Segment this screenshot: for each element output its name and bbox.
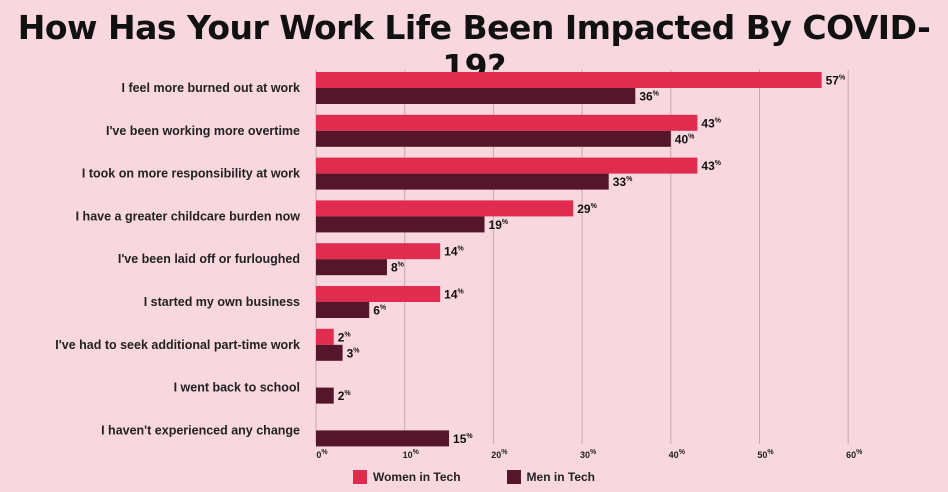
legend-label: Men in Tech (526, 470, 595, 484)
category-label: I feel more burned out at work (122, 81, 301, 95)
value-label: 19% (489, 218, 509, 232)
value-label: 36% (639, 90, 659, 104)
category-labels: I feel more burned out at work I've been … (55, 81, 300, 437)
value-label: 33% (613, 175, 633, 189)
women-bar (316, 200, 574, 217)
category-label: I've had to seek additional part-time wo… (55, 338, 300, 352)
women-bar (316, 328, 334, 345)
men-bar (316, 216, 485, 233)
x-tick-label: 30% (580, 449, 597, 460)
x-tick-label: 60% (846, 449, 863, 460)
legend-item: Men in Tech (506, 470, 595, 484)
bar-chart: I feel more burned out at work I've been … (55, 70, 863, 460)
value-label: 3% (347, 346, 361, 360)
men-bar (316, 173, 609, 190)
men-bar (316, 430, 450, 447)
men-bar (316, 259, 387, 276)
value-label: 6% (373, 304, 387, 318)
men-bar (316, 88, 636, 104)
legend-label: Women in Tech (372, 470, 461, 484)
category-label: I took on more responsibility at work (82, 167, 300, 181)
women-bar (316, 157, 698, 174)
men-bar (316, 130, 671, 147)
category-label: I went back to school (174, 381, 300, 395)
value-label: 14% (444, 245, 464, 259)
category-label: I've been working more overtime (106, 124, 300, 138)
value-label: 29% (577, 202, 597, 216)
category-label: I haven't experienced any change (101, 423, 300, 437)
value-label: 40% (675, 132, 695, 146)
legend-swatch (506, 470, 521, 484)
category-label: I have a greater childcare burden now (76, 209, 301, 223)
x-tick-label: 0% (316, 449, 328, 460)
x-tick-label: 10% (403, 449, 420, 460)
x-tick-label: 40% (669, 449, 686, 460)
x-tick-label: 50% (757, 449, 774, 460)
men-bar (316, 344, 343, 361)
value-label: 2% (338, 389, 352, 403)
category-label: I started my own business (144, 295, 300, 309)
value-label: 8% (391, 261, 405, 275)
bars (316, 72, 822, 447)
x-axis-ticks: 0% 10% 20% 30% 40% 50% 60% (316, 449, 863, 460)
chart-title: How Has Your Work Life Been Impacted By … (17, 8, 931, 86)
value-label: 43% (701, 159, 721, 173)
women-bar (316, 72, 822, 88)
women-bar (316, 243, 441, 260)
category-label: I've been laid off or furloughed (118, 252, 300, 266)
value-label: 14% (444, 288, 464, 302)
men-bar (316, 302, 370, 318)
value-label: 15% (453, 432, 473, 446)
women-bar (316, 286, 441, 302)
value-label: 57% (826, 74, 846, 88)
value-label: 43% (701, 116, 721, 130)
legend: Women in Tech Men in Tech (0, 470, 948, 484)
men-bar (316, 387, 334, 404)
value-label: 2% (338, 330, 352, 344)
legend-swatch (352, 470, 367, 484)
women-bar (316, 114, 698, 131)
legend-item: Women in Tech (352, 470, 461, 484)
x-tick-label: 20% (491, 449, 508, 460)
